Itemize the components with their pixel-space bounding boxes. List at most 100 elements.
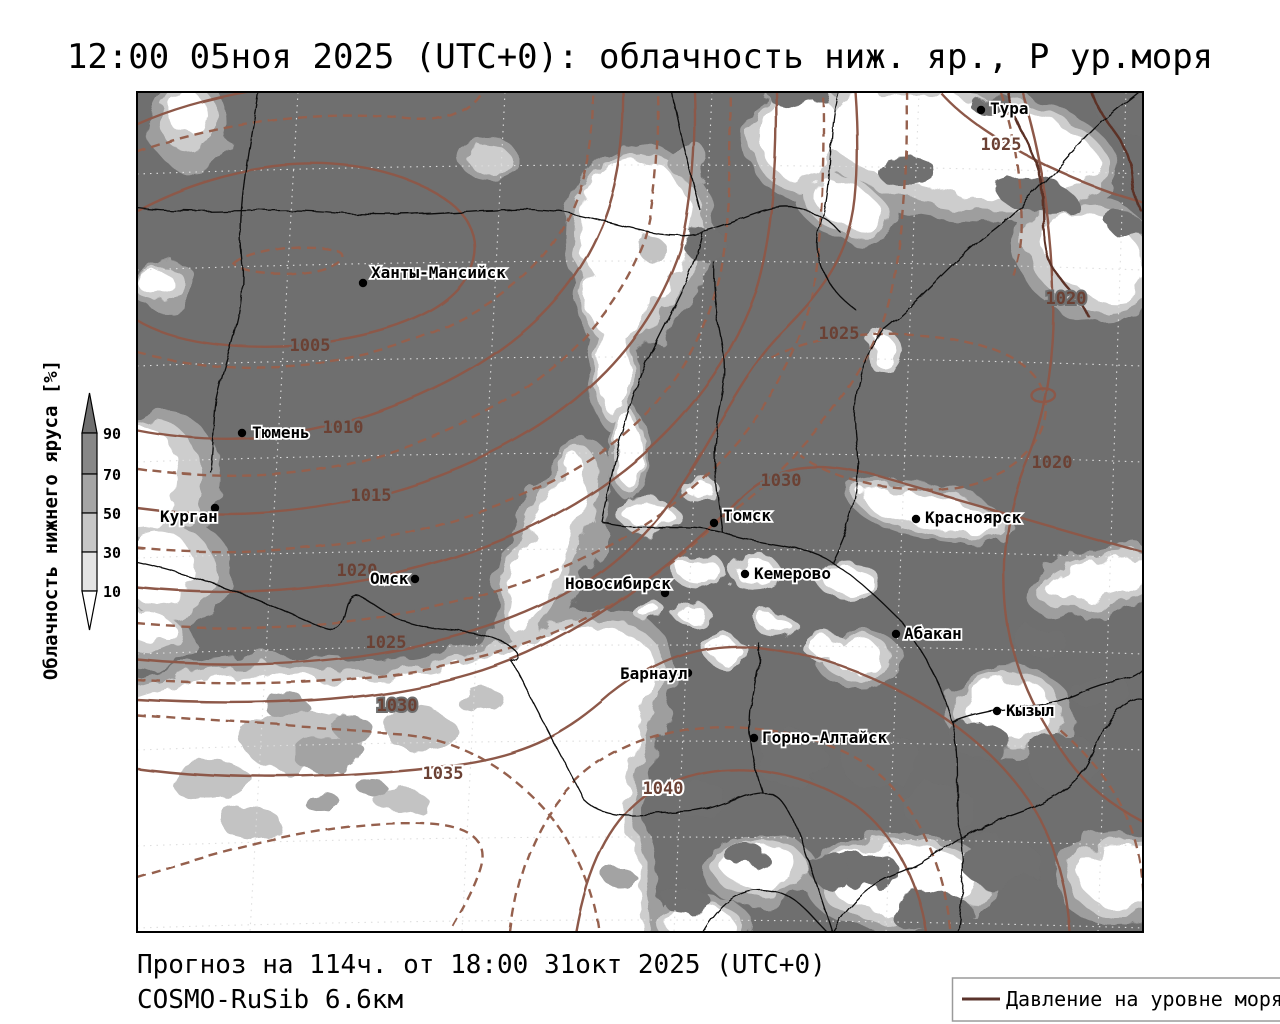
cloud-shading-shape-shape [725,843,765,867]
admin-borders-shape [831,92,1139,563]
admin-borders [137,92,1143,932]
isobars-solid-shape [137,163,477,348]
isobar-label: 1010 [323,418,364,438]
cloud-shading-shape-shape [302,790,338,810]
cloud-shading-shape [664,92,1143,932]
city-dot [210,503,220,513]
city-tura: Тура [976,97,1030,120]
admin-borders-shape [137,206,841,236]
cloud-shading-shape-shape [263,693,307,717]
colorbar-seg-10-30 [81,551,98,592]
cloud-shading-shape-shape [1041,211,1143,299]
cloud-shading-shape-shape [872,336,896,368]
city-label: Кемерово [754,564,831,583]
cloud-shading-shape-shape [508,459,588,631]
city-label: Горно-Алтайск [762,728,888,747]
isobar-labels: 1005 1010 1015 1020 1025 1030 1035 1040 … [288,133,1089,801]
admin-borders-shape [137,561,833,932]
cloud-shading-shape-shape [960,837,1040,887]
legend-box [951,977,1280,1022]
city-dot [410,574,420,584]
city-kemerovo: Кемерово [740,562,833,585]
cloud-shading-shape-shape [330,714,370,738]
isobars-dashed-shape [137,92,826,630]
colorbar-seg-30-50 [81,512,98,553]
graticule-shape [137,452,1143,463]
city-dot [976,105,986,115]
isobar-label: 1025 [981,135,1022,155]
isobars-dashed [137,92,1143,932]
city-tyumen: Тюмень [237,421,312,444]
cloud-shading-shape-shape [686,482,714,498]
city-dot [891,629,901,639]
cloud-shading-shape-shape [808,856,852,884]
isobars-solid-shape [939,92,1143,204]
isobar-label: 1025 [819,324,860,344]
city-label: Тура [990,99,1029,118]
cloud-shading-shape-shape [685,227,725,263]
isobars-solid-shape [137,92,251,127]
admin-borders-shape [601,521,903,623]
isobars-solid-shape [575,768,928,932]
isobars-dashed-shape [137,92,660,477]
isobars-dashed-shape [771,332,1049,492]
city-label: Курган [160,507,218,526]
isobars-solid-shape [137,92,626,440]
isobar-label: 1025 [366,633,407,653]
city-tomsk: Томск [709,504,773,528]
colorbar-tick-70: 70 [103,466,121,484]
cloud-shading-shape-shape [904,784,976,836]
cloud-shading-shape-shape [604,868,636,888]
city-label: Абакан [904,624,962,643]
city-dot [660,588,670,598]
cloud-shading-shape-shape [168,92,204,134]
colorbar-seg-50-70 [81,473,98,514]
cloud-shading-shape-shape [220,807,280,837]
cloud-shading-shape-shape [586,258,650,338]
city-label: Томск [723,506,772,525]
colorbar-seg-70-90 [81,432,98,475]
city-dot [683,668,693,678]
colorbar-tick-50: 50 [103,505,121,523]
cloud-shading-shape-shape [641,240,669,264]
isobars-solid [137,92,1143,932]
city-label: Тюмень [252,423,310,442]
graticule-shape [137,548,1143,559]
graticule-shape [137,356,1143,367]
city-dot [911,514,921,524]
cloud-shading-shape-shape [1024,730,1096,790]
city-dot [358,278,368,288]
colorbar-tick-90: 90 [103,425,121,443]
admin-borders-shape [671,92,701,211]
admin-borders-shape [713,261,727,533]
cloud-shading-shape-shape [993,177,1077,213]
city-barnaul: Барнаул [618,662,693,685]
cloud-shading-shape-shape [677,603,703,621]
city-dot [992,706,1002,716]
cloud-shading-shape-shape [1080,844,1143,908]
city-label: Барнаул [620,664,687,683]
cloud-shading-shape-shape [137,614,172,640]
graticule-shape [137,836,1143,847]
city-label: Кызыл [1006,701,1054,720]
isobars-dashed-shape [508,725,952,932]
city-label: Ханты-Мансийск [371,263,506,282]
isobars-solid-shape [1030,387,1058,405]
isobars-dashed-shape [137,92,732,554]
isobars-solid-shape [137,92,860,666]
cloud-shading-shape-shape [137,531,195,605]
cloud-shading-shape-shape [680,558,720,586]
isobar-label: 1030 [761,471,802,491]
cloud-shading-shape-shape [624,503,672,527]
graticule-shape [137,644,1143,655]
cloud-shading-shape-shape [137,428,181,528]
graticule-shape [137,919,1143,929]
page-title: 12:00 05ноя 2025 (UTC+0): облачность ниж… [67,37,1213,77]
cloud-shading-shape-shape [824,566,872,594]
cloud-shading-shape-shape [762,617,790,633]
isobar-label: 1035 [423,764,464,784]
forecast-info-line: Прогноз на 114ч. от 18:00 31окт 2025 (UT… [137,950,826,980]
graticule-shape [137,164,1143,175]
city-dot [237,428,247,438]
isobars-dashed-shape [137,92,595,369]
